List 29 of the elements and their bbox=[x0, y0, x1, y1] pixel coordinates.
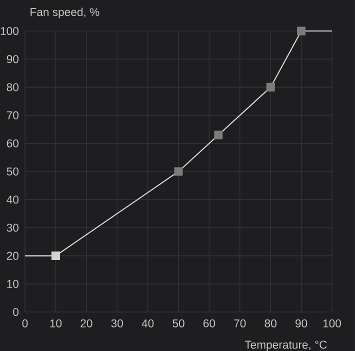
x-tick-label: 60 bbox=[203, 319, 216, 328]
x-tick-label: 40 bbox=[142, 319, 154, 328]
y-tick-label: 50 bbox=[6, 167, 19, 176]
x-tick-label: 0 bbox=[22, 319, 28, 328]
point bbox=[174, 167, 183, 176]
x-tick-label: 10 bbox=[50, 319, 62, 328]
x-tick-label: 90 bbox=[296, 319, 308, 328]
y-tick-label: 90 bbox=[6, 55, 19, 64]
y-tick-label: 30 bbox=[6, 224, 19, 232]
y-axis-title: Fan speed, % bbox=[30, 8, 100, 18]
point bbox=[266, 82, 275, 92]
y-tick-label: 80 bbox=[6, 83, 19, 92]
y-tick-label: 0 bbox=[13, 308, 19, 316]
x-tick-label: 30 bbox=[111, 319, 123, 328]
x-tick-label: 80 bbox=[264, 319, 276, 328]
y-tick-label: 40 bbox=[6, 196, 19, 204]
point bbox=[214, 130, 223, 140]
y-tick-label: 10 bbox=[7, 280, 19, 288]
y-tick-label: 100 bbox=[0, 26, 19, 36]
x-tick-label: 100 bbox=[323, 319, 341, 328]
x-tick-label: 70 bbox=[234, 319, 246, 328]
point bbox=[297, 26, 306, 36]
x-tick-label: 50 bbox=[172, 319, 184, 328]
y-tick-label: 20 bbox=[6, 252, 19, 260]
y-tick-label: 60 bbox=[6, 139, 19, 148]
point bbox=[51, 252, 60, 260]
x-axis-title: Temperature, °C bbox=[244, 340, 327, 351]
y-tick-label: 70 bbox=[6, 111, 19, 120]
x-tick-label: 20 bbox=[80, 319, 92, 328]
